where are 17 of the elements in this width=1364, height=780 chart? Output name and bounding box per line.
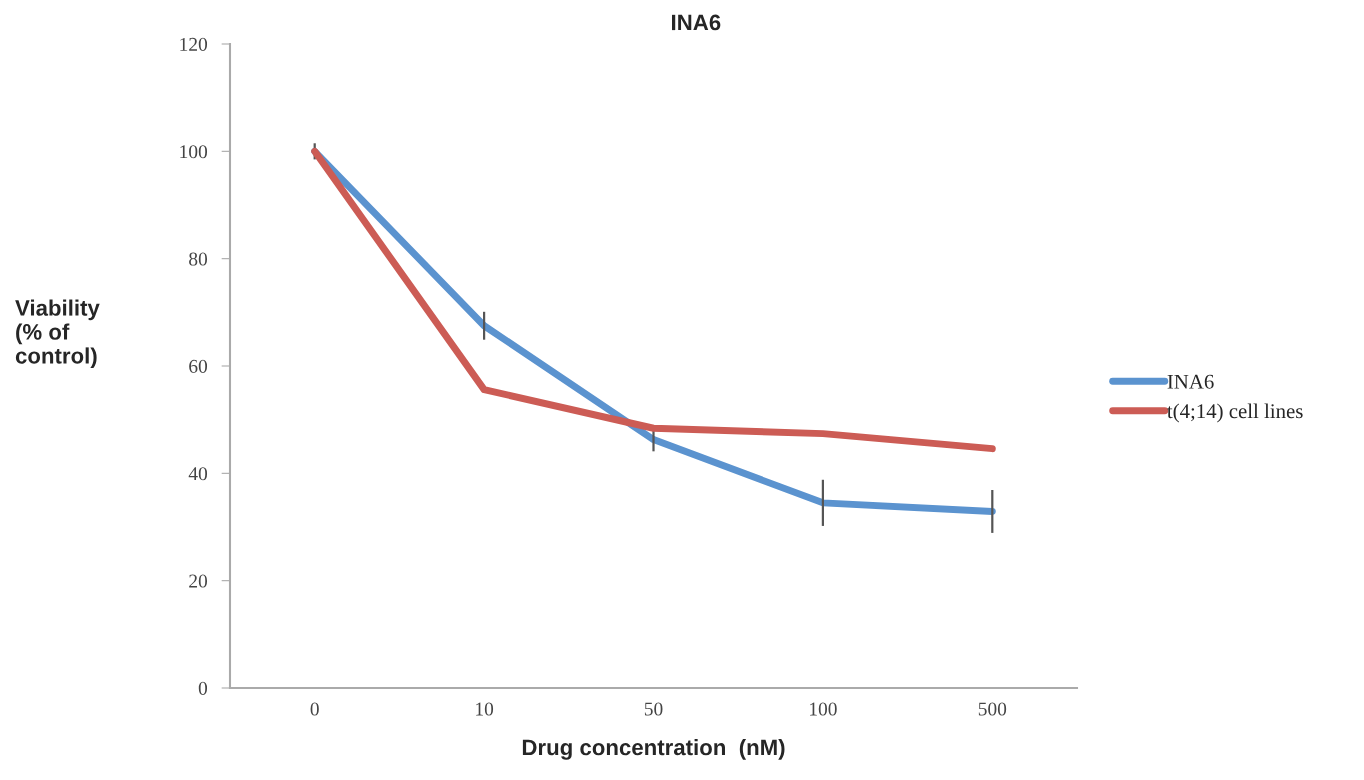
y-tick-label: 80 (189, 252, 208, 266)
x-axis-title: Drug concentration (nM) (522, 738, 785, 760)
y-tick-label: 60 (189, 359, 208, 373)
y-tick-label: 120 (180, 37, 208, 51)
x-tick-label: 10 (476, 702, 494, 716)
chart-title: INA6 (672, 14, 721, 31)
y-tick-label: 0 (198, 681, 208, 695)
x-tick-label: 50 (644, 702, 663, 716)
x-tick-label: 100 (810, 702, 837, 716)
y-axis-title: Viability (% of control) (15, 299, 100, 369)
legend-label: INA6 (1167, 374, 1214, 389)
y-tick-label: 100 (180, 145, 208, 159)
y-tick-label: 20 (189, 574, 208, 588)
y-tick-label: 40 (188, 467, 208, 481)
x-tick-label: 0 (310, 702, 319, 716)
legend-label: t(4;14) cell lines (1167, 403, 1303, 423)
x-tick-label: 500 (978, 702, 1007, 716)
